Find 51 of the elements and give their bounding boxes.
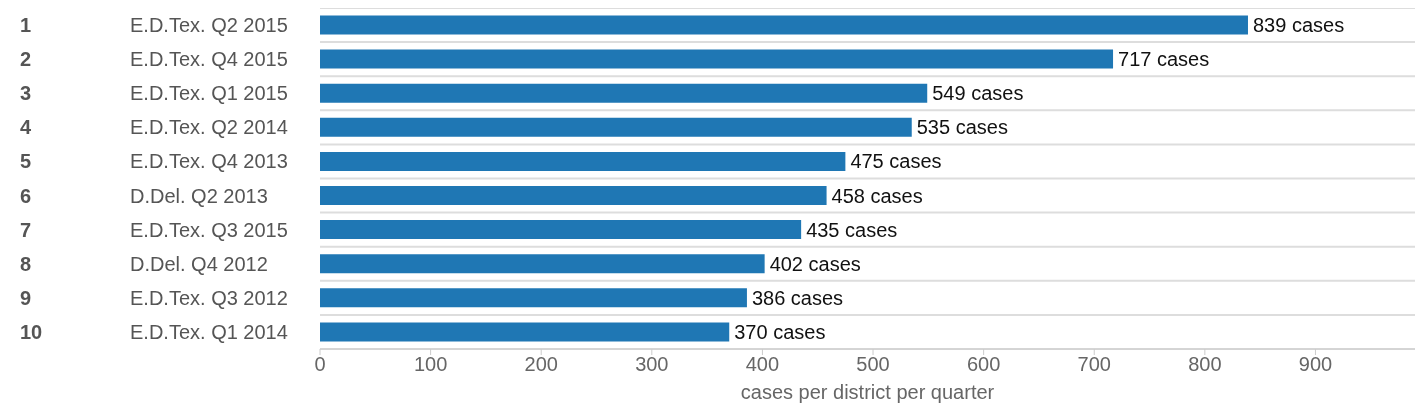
data-label: 402 cases [769, 252, 861, 275]
x-tick-label: 700 [1077, 353, 1111, 376]
text: 5 [20, 150, 32, 173]
x-axis-title: cases per district per quarter [739, 380, 996, 404]
data-label: 386 cases [751, 286, 844, 309]
text: 1 [20, 14, 32, 37]
text: 2 [20, 48, 32, 71]
y-tick-label: D.Del. Q4 2012 [130, 252, 268, 275]
y-tick-label: E.D.Tex. Q2 2015 [130, 14, 288, 37]
data-label: 839 cases [1252, 14, 1345, 36]
bar [320, 220, 802, 240]
bar [320, 117, 912, 137]
y-tick-label: E.D.Tex. Q4 2015 [130, 48, 288, 71]
x-tick-label: 100 [413, 353, 448, 376]
bar [320, 15, 1248, 35]
y-tick-label: E.D.Tex. Q2 2014 [130, 116, 288, 139]
bar [320, 288, 747, 308]
y-tick-label: E.D.Tex. Q3 2015 [130, 218, 288, 241]
x-tick-label: 300 [635, 353, 669, 376]
data-label: 435 cases [806, 218, 898, 241]
x-tick-label: 900 [1298, 353, 1333, 376]
x-tick-label: 500 [856, 353, 890, 376]
x-tick-label: 800 [1188, 353, 1222, 376]
data-label: 458 cases [831, 184, 923, 207]
bar [320, 151, 846, 171]
text: 4 [20, 116, 32, 139]
x-tick-label: 600 [966, 353, 1001, 376]
text: 6 [20, 184, 32, 207]
bar [320, 83, 928, 103]
y-tick-label: D.Del. Q2 2013 [130, 184, 268, 207]
data-label: 535 cases [916, 116, 1008, 139]
text: 7 [20, 218, 32, 241]
bar [320, 186, 827, 205]
y-tick-label: E.D.Tex. Q3 2012 [130, 286, 288, 309]
y-tick-label: E.D.Tex. Q1 2015 [130, 82, 288, 105]
data-label: 370 cases [734, 320, 826, 343]
bar [320, 254, 765, 274]
text: 8 [20, 252, 32, 275]
x-tick-label: 400 [745, 353, 780, 376]
text: 9 [20, 286, 32, 309]
data-label: 549 cases [932, 82, 1024, 105]
x-tick-label: 200 [524, 353, 558, 376]
data-label: 475 cases [850, 150, 942, 173]
data-label: 717 cases [1118, 48, 1210, 71]
text: 3 [20, 82, 32, 105]
bar [320, 49, 1114, 69]
y-tick-label: E.D.Tex. Q1 2014 [130, 320, 288, 343]
x-tick-label: 0 [314, 353, 326, 376]
text: 10 [20, 320, 43, 343]
y-tick-label: E.D.Tex. Q4 2013 [130, 150, 288, 173]
bar [320, 322, 730, 342]
